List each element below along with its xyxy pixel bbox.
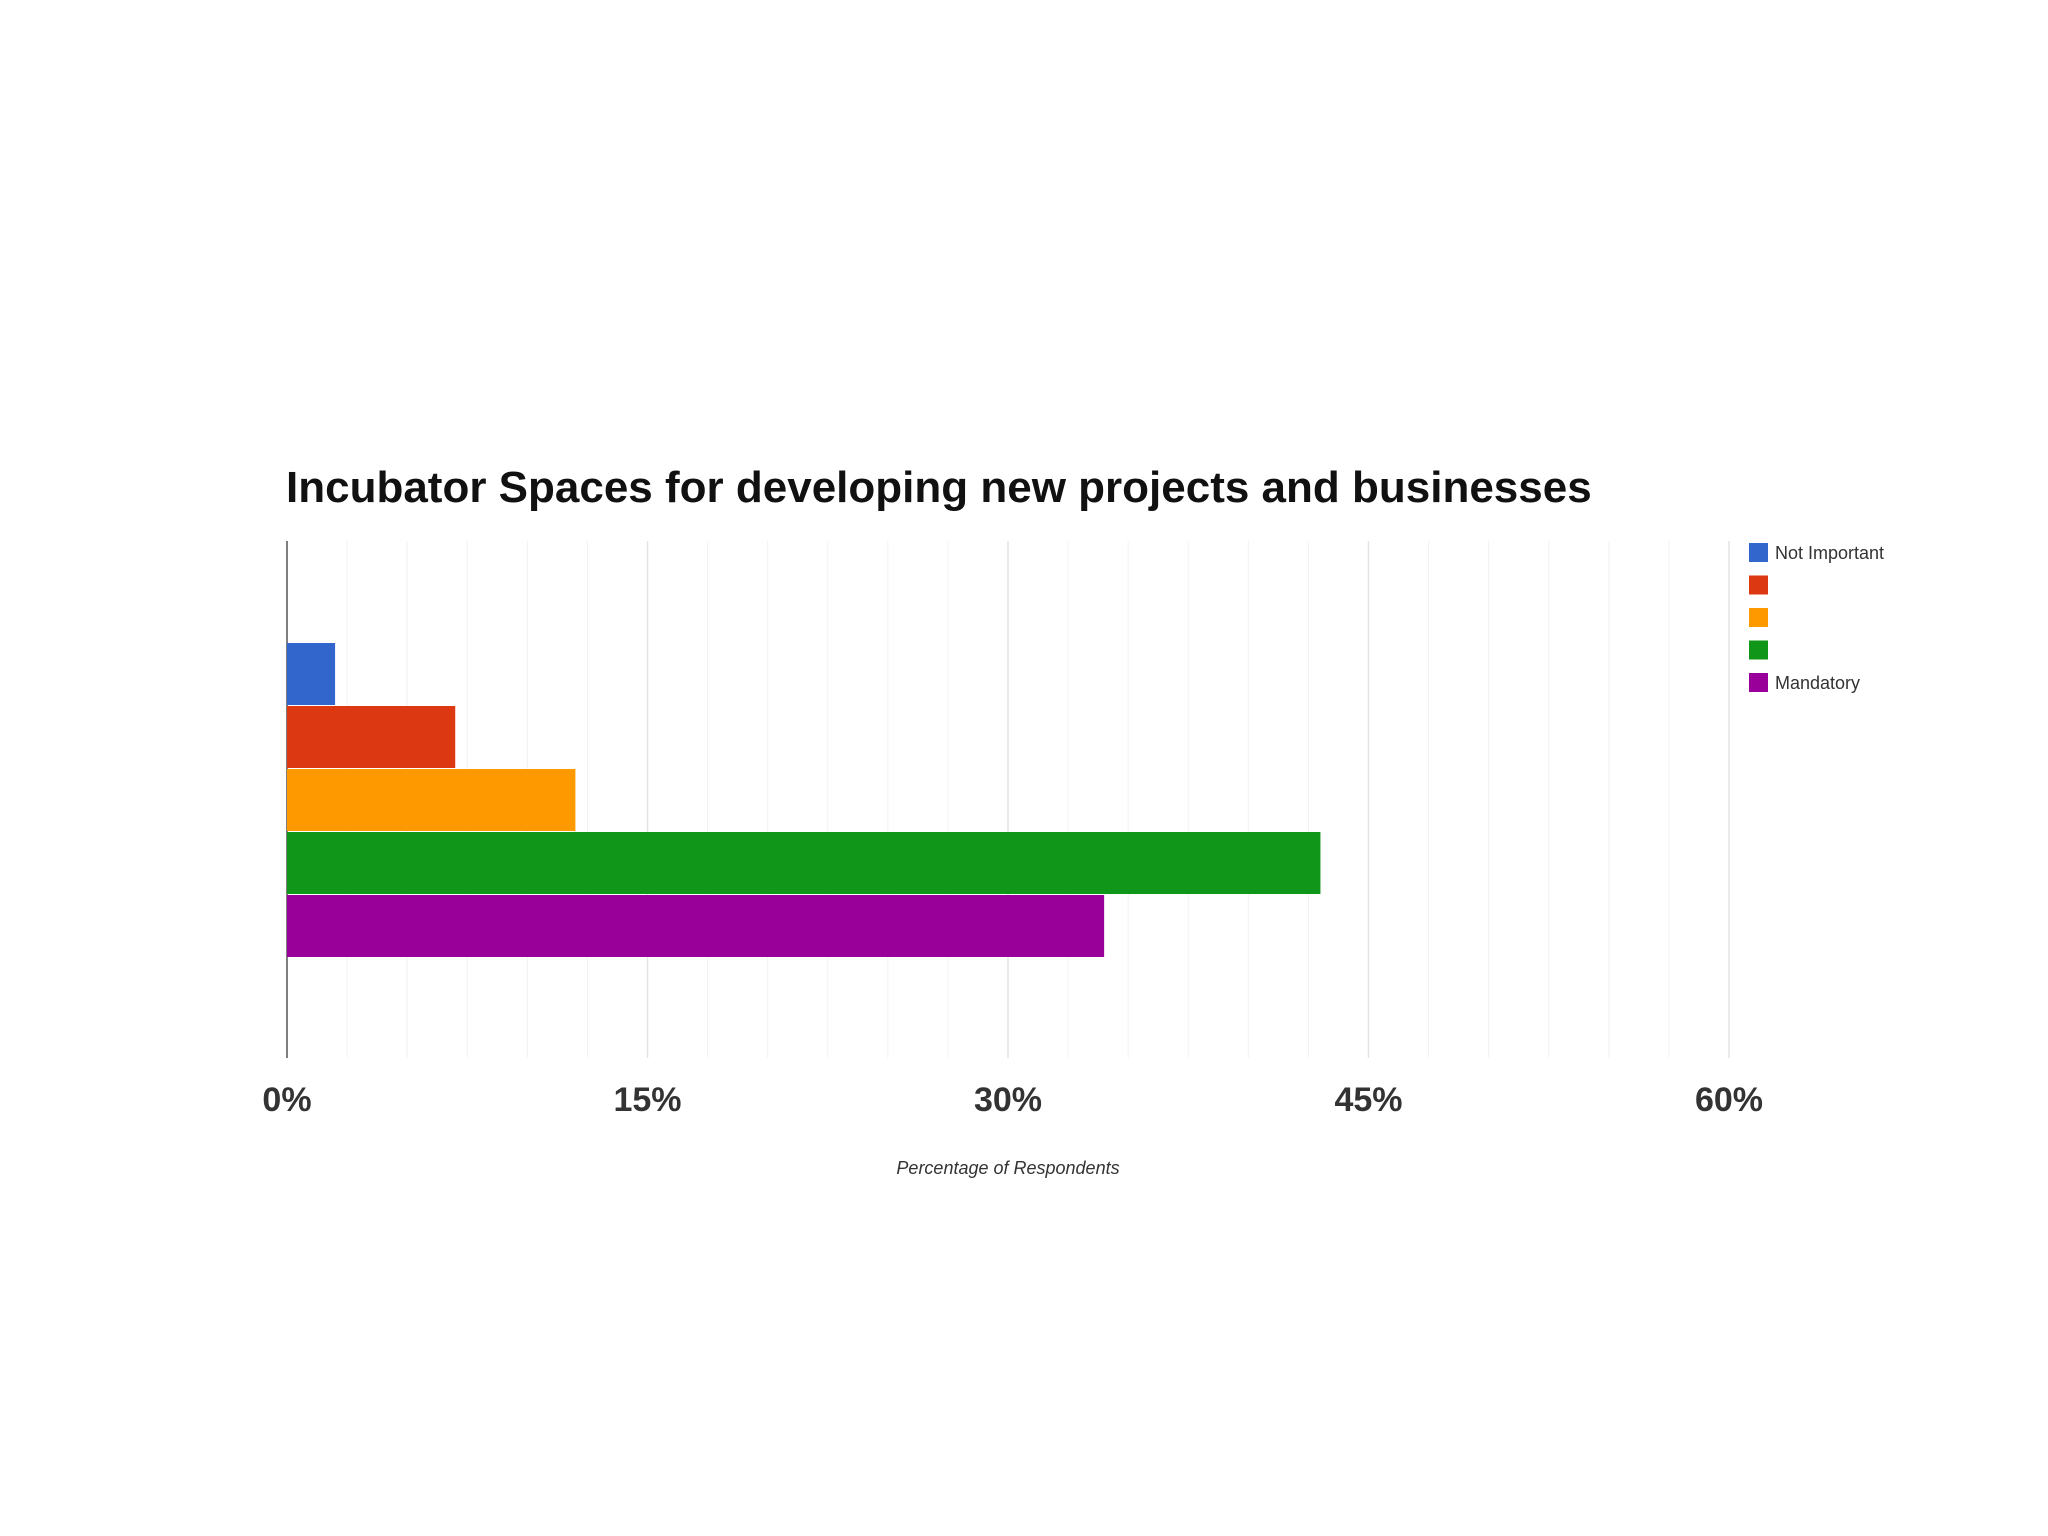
chart-title: Incubator Spaces for developing new proj…	[286, 463, 1592, 512]
x-axis-ticks: 0% 15% 30% 45% 60%	[262, 1081, 1763, 1119]
legend-swatch	[1749, 673, 1768, 692]
legend-swatch	[1749, 543, 1768, 562]
legend-label: Mandatory	[1775, 673, 1860, 693]
bar-series-4	[287, 832, 1321, 894]
legend-swatch	[1749, 640, 1768, 660]
bar-mandatory	[287, 895, 1105, 957]
legend-swatch	[1749, 575, 1768, 595]
legend-label: Not Important	[1775, 543, 1884, 563]
bar-not-important	[287, 643, 336, 705]
gridlines	[346, 541, 1730, 1058]
x-tick-label: 60%	[1695, 1081, 1763, 1119]
x-tick-label: 30%	[974, 1081, 1042, 1119]
bars	[287, 643, 1321, 957]
bar-series-2	[287, 706, 456, 768]
x-tick-label: 0%	[262, 1081, 311, 1119]
legend-swatch	[1749, 608, 1768, 627]
x-axis-label: Percentage of Respondents	[896, 1158, 1119, 1178]
x-tick-label: 15%	[613, 1081, 681, 1119]
legend: Not Important Mandatory	[1749, 543, 1884, 693]
bar-series-3	[287, 769, 576, 831]
x-tick-label: 45%	[1334, 1081, 1402, 1119]
